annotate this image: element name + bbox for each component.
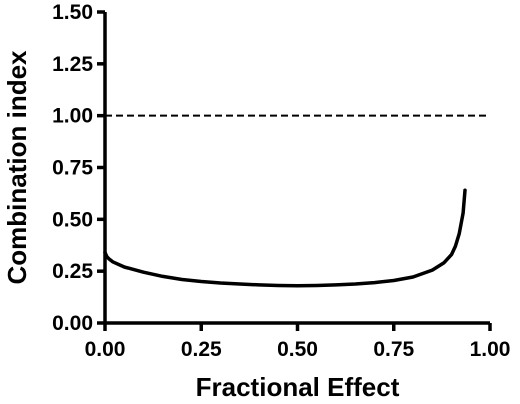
y-tick-label: 0.25 (52, 260, 93, 283)
y-tick-label: 1.50 (52, 1, 93, 24)
x-tick-label: 0.25 (181, 338, 222, 361)
y-axis-ticks: 0.00 0.25 0.50 0.75 1.00 1.25 1.50 (52, 1, 105, 335)
x-tick-label: 0.75 (373, 338, 414, 361)
x-tick-label: 1.00 (470, 338, 511, 361)
x-axis-ticks: 0.00 0.25 0.50 0.75 1.00 (85, 323, 511, 361)
x-tick-label: 0.00 (85, 338, 126, 361)
x-tick-label: 0.50 (277, 338, 318, 361)
y-tick-label: 1.25 (52, 53, 93, 76)
x-axis-title: Fractional Effect (196, 372, 400, 402)
y-tick-label: 0.75 (52, 157, 93, 180)
y-tick-label: 1.00 (52, 105, 93, 128)
y-tick-label: 0.50 (52, 208, 93, 231)
y-axis-title: Combination index (2, 50, 32, 285)
y-tick-label: 0.00 (52, 312, 93, 335)
series-line-combination-index (103, 188, 467, 288)
